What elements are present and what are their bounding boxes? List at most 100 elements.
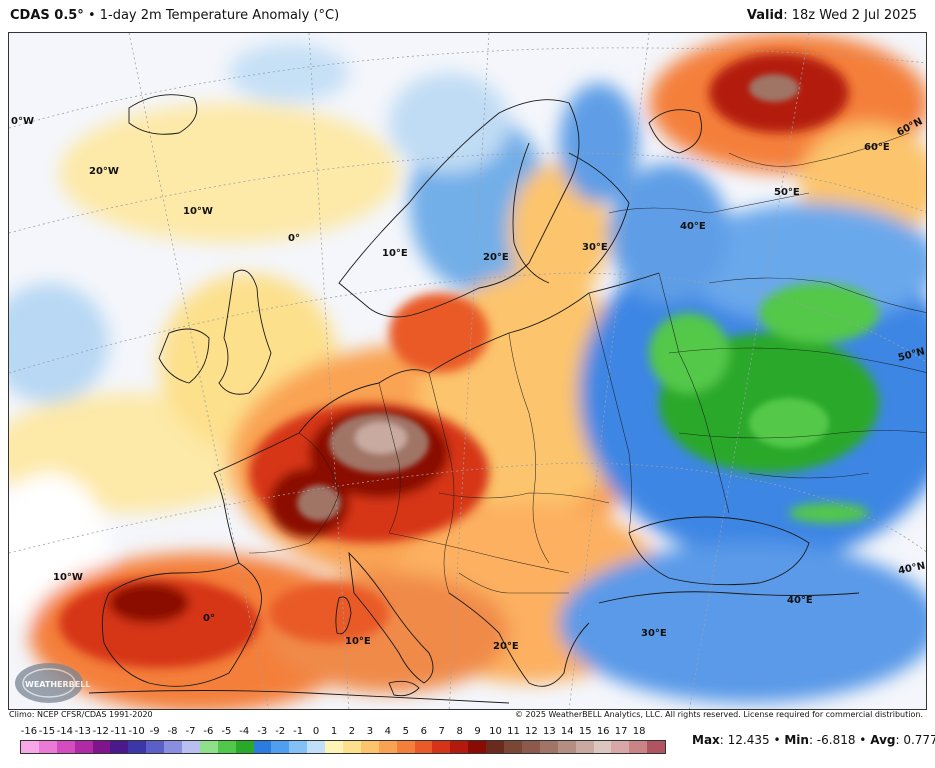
- max-label: Max: [692, 733, 720, 747]
- legend-tick-labels: -16 -15 -14 -13 -12 -11 -10 -9 -8 -7 -6 -5 -4 -3 -2 -1 0…: [20, 726, 666, 740]
- avg-label: Avg: [870, 733, 896, 747]
- legend-swatch: [56, 741, 75, 753]
- lon-40e-south-label: 40°E: [787, 595, 813, 606]
- legend-swatch: [343, 741, 361, 753]
- legend-swatch: [307, 741, 326, 753]
- copyright-note: © 2025 WeatherBELL Analytics, LLC. All r…: [515, 710, 923, 719]
- legend-swatch: [378, 741, 397, 753]
- legend-tick: -6: [203, 726, 214, 737]
- legend-swatch: [235, 741, 254, 753]
- legend-tick: 13: [542, 726, 556, 737]
- lat-40n-label: 40°N: [897, 560, 926, 576]
- legend-tick: 6: [420, 726, 427, 737]
- legend-tick: 15: [578, 726, 592, 737]
- map-title: CDAS 0.5° • 1-day 2m Temperature Anomaly…: [10, 8, 339, 23]
- lon-10w-north-label: 10°W: [183, 206, 213, 217]
- legend-swatch: [21, 741, 39, 753]
- stats-summary: Max: 12.435 • Min: -6.818 • Avg: 0.777: [692, 733, 935, 747]
- climo-note: Climo: NCEP CFSR/CDAS 1991-2020: [9, 710, 153, 719]
- legend-tick: -10: [128, 726, 145, 737]
- legend-tick: 11: [507, 726, 520, 737]
- legend-tick: 12: [525, 726, 538, 737]
- min-value: : -6.818 •: [808, 733, 871, 747]
- legend-swatch: [182, 741, 200, 753]
- legend-swatch: [92, 741, 111, 753]
- legend-tick: -7: [185, 726, 196, 737]
- legend-tick: -13: [74, 726, 91, 737]
- legend-tick: 3: [366, 726, 374, 737]
- avg-value: : 0.777: [895, 733, 935, 747]
- product-name: • 1-day 2m Temperature Anomaly (°C): [83, 8, 340, 23]
- legend-tick: -9: [149, 726, 160, 737]
- legend-tick: -12: [92, 726, 109, 737]
- header: CDAS 0.5° • 1-day 2m Temperature Anomaly…: [0, 0, 935, 32]
- legend-swatch: [217, 741, 236, 753]
- color-legend: -16 -15 -14 -13 -12 -11 -10 -9 -8 -7 -6 -5 -4 -3 -2 -1 0…: [20, 726, 666, 766]
- valid-label: Valid: [746, 8, 784, 23]
- legend-tick: -5: [221, 726, 232, 737]
- legend-swatch: [38, 741, 57, 753]
- lon-20w-label: 20°W: [89, 166, 119, 177]
- legend-swatch: [611, 741, 630, 753]
- valid-time: Valid: 18z Wed 2 Jul 2025: [747, 8, 917, 23]
- legend-tick: 4: [384, 726, 392, 737]
- legend-swatch: [360, 741, 379, 753]
- legend-tick: 2: [348, 726, 356, 737]
- legend-tick: -3: [257, 726, 268, 737]
- legend-tick: 18: [632, 726, 646, 737]
- lon-0-south-label: 0°: [203, 613, 215, 624]
- lon-10w-south-label: 10°W: [53, 572, 83, 583]
- legend-swatch: [539, 741, 558, 753]
- lon-20e-north-label: 20°E: [483, 252, 509, 263]
- map-panel[interactable]: 0°W 20°W 10°W 0° 10°E 20°E 30°E 40°E 50°…: [8, 32, 927, 710]
- legend-tick: 17: [614, 726, 628, 737]
- lon-0w-label: 0°W: [11, 116, 34, 127]
- legend-swatch: [593, 741, 612, 753]
- legend-tick: 9: [474, 726, 481, 737]
- legend-tick: -1: [293, 726, 304, 737]
- lon-20e-south-label: 20°E: [493, 641, 519, 652]
- legend-tick: 16: [596, 726, 610, 737]
- legend-swatch: [128, 741, 147, 753]
- legend-swatch: [110, 741, 129, 753]
- legend-tick: 7: [438, 726, 445, 737]
- legend-tick: 5: [402, 726, 409, 737]
- legend-tick: 10: [489, 726, 502, 737]
- logo-text: WEATHERBELL: [25, 680, 90, 689]
- legend-swatch: [450, 741, 469, 753]
- legend-swatch: [629, 741, 648, 753]
- anomaly-map[interactable]: 0°W 20°W 10°W 0° 10°E 20°E 30°E 40°E 50°…: [9, 33, 927, 710]
- lon-30e-north-label: 30°E: [582, 242, 608, 253]
- legend-tick: -4: [239, 726, 250, 737]
- legend-swatch: [414, 741, 433, 753]
- lon-10e-south-label: 10°E: [345, 636, 371, 647]
- legend-tick: 0: [312, 726, 320, 737]
- anomaly-field-extreme: [297, 74, 829, 521]
- legend-tick: -14: [56, 726, 74, 737]
- legend-tick: -11: [110, 726, 127, 737]
- legend-tick: 8: [456, 726, 463, 737]
- legend-swatch: [253, 741, 272, 753]
- legend-swatch: [199, 741, 218, 753]
- legend-swatch: [575, 741, 594, 753]
- legend-swatch: [146, 741, 165, 753]
- legend-color-bar: [20, 740, 666, 754]
- country-borders: [248, 132, 926, 594]
- legend-tick: 14: [560, 726, 574, 737]
- model-name: CDAS 0.5°: [10, 8, 84, 23]
- legend-swatch: [468, 741, 487, 753]
- min-label: Min: [784, 733, 809, 747]
- legend-tick: -8: [167, 726, 178, 737]
- legend-swatch: [396, 741, 415, 753]
- legend-swatch: [289, 741, 308, 753]
- legend-swatch: [271, 741, 290, 753]
- legend-swatch: [647, 741, 666, 753]
- lon-10e-north-label: 10°E: [382, 248, 408, 259]
- valid-value: : 18z Wed 2 Jul 2025: [783, 8, 917, 23]
- legend-tick: -16: [20, 726, 38, 737]
- legend-swatch: [164, 741, 183, 753]
- legend-swatch: [432, 741, 451, 753]
- legend-swatch: [521, 741, 540, 753]
- legend-swatch: [325, 741, 344, 753]
- weatherbell-logo: WEATHERBELL: [15, 663, 90, 703]
